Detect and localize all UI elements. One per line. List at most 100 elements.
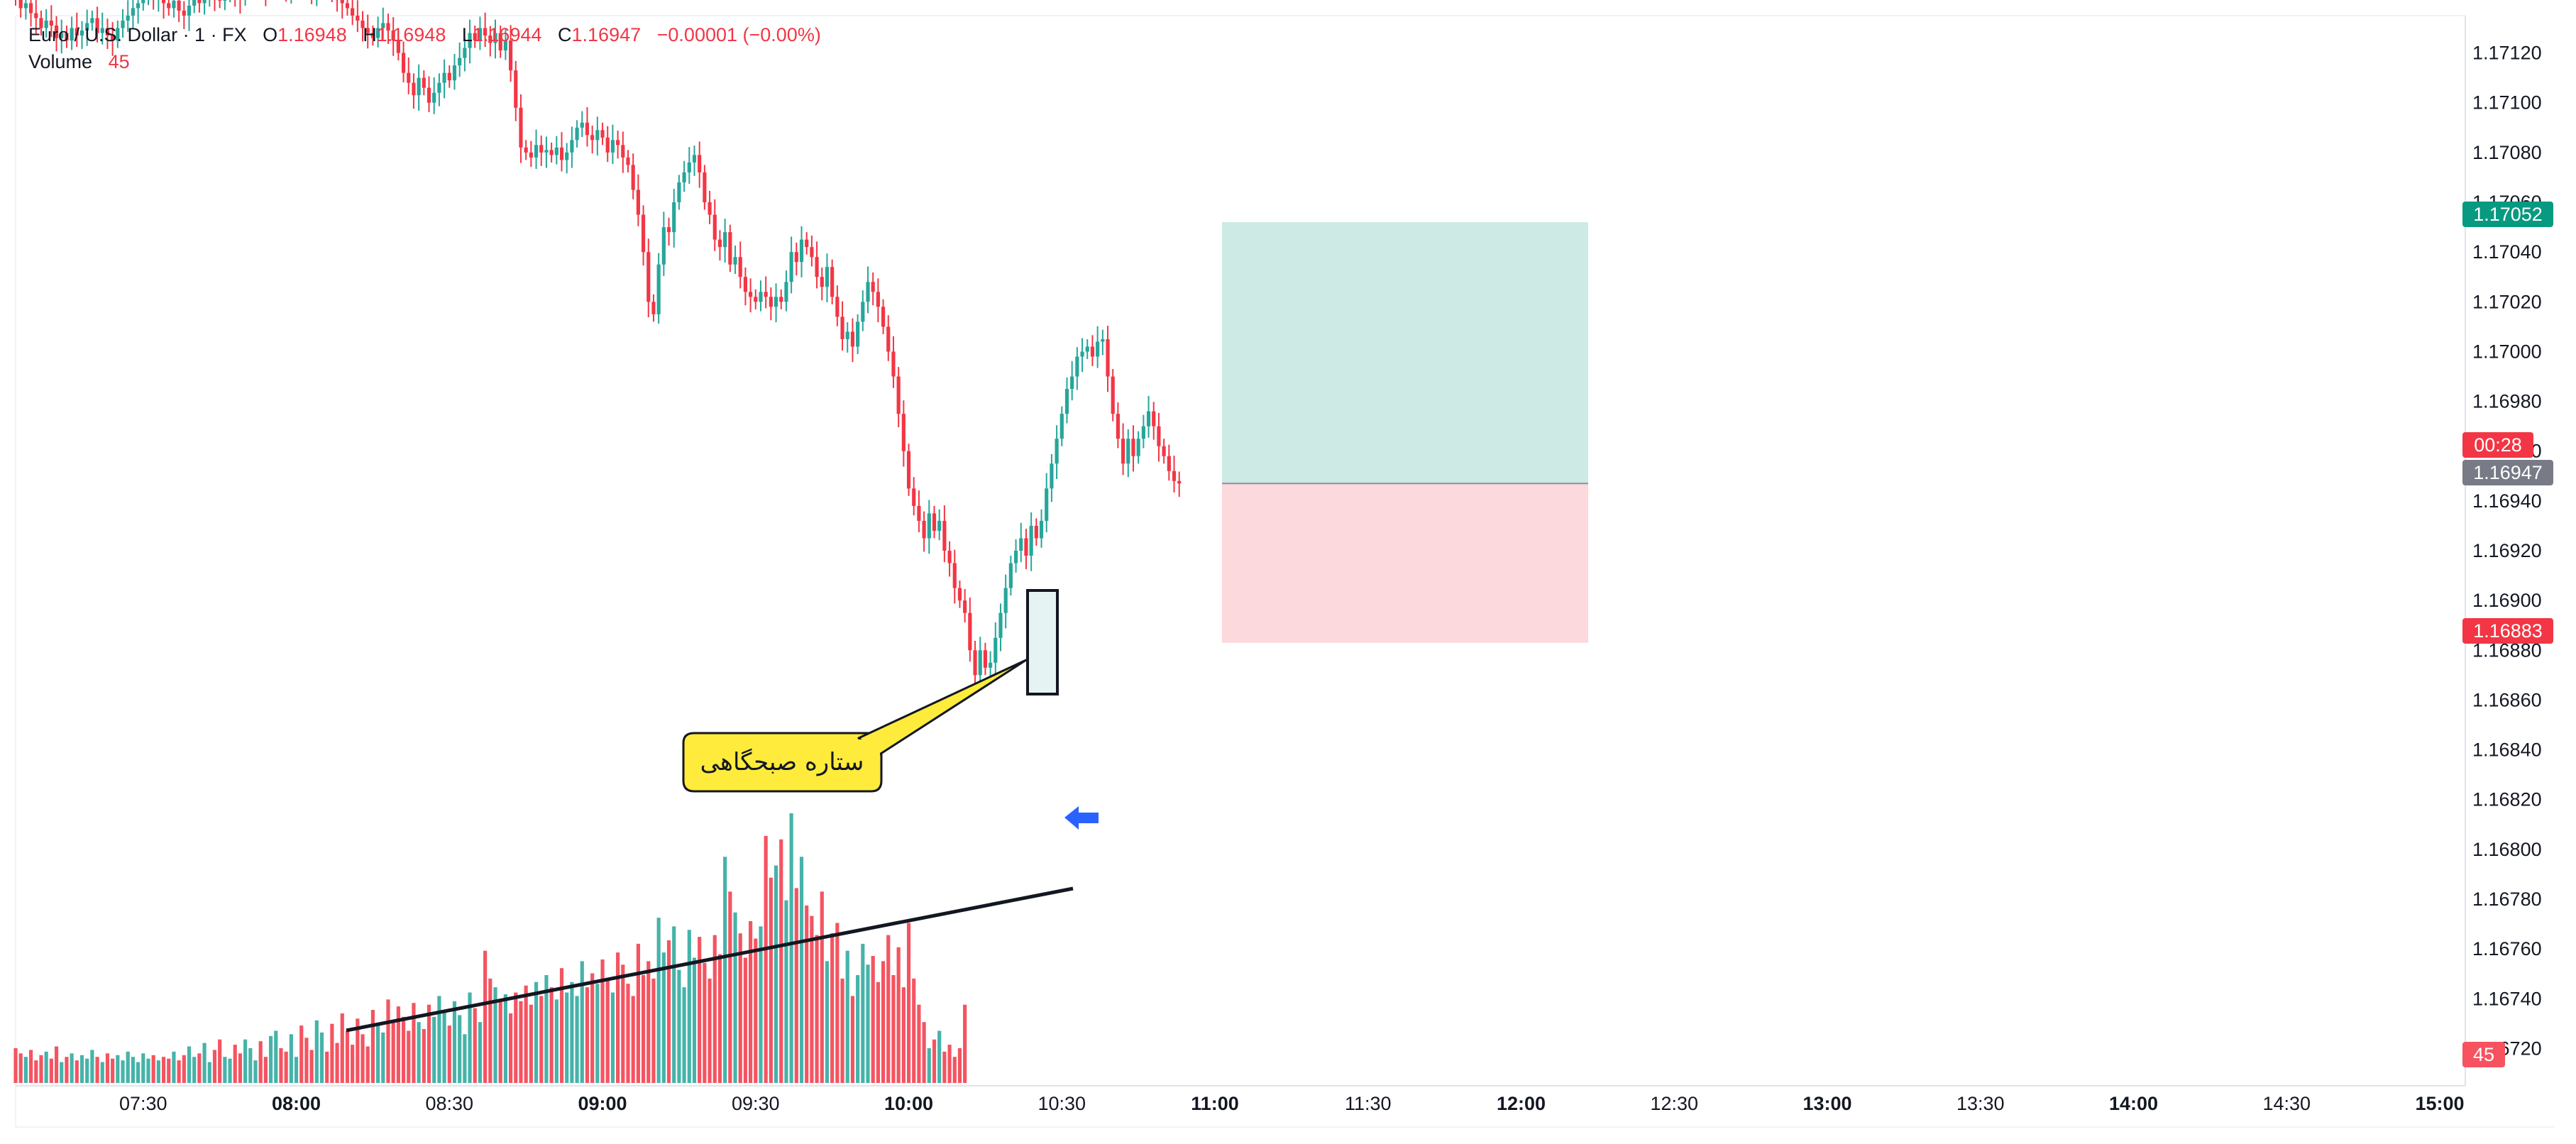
candle <box>626 150 630 172</box>
volume-bar <box>743 957 747 1083</box>
volume-bar <box>360 1034 365 1083</box>
volume-bar <box>580 961 584 1083</box>
volume-bar <box>590 973 595 1083</box>
price-tick-label: 1.17100 <box>2472 92 2542 114</box>
volume-bar <box>116 1055 120 1083</box>
volume-bar <box>559 968 564 1083</box>
candle <box>161 0 166 19</box>
volume-bar <box>167 1058 171 1083</box>
stop-loss-zone[interactable] <box>1222 483 1588 643</box>
ohlc-legend[interactable]: Euro / U.S. Dollar · 1 · FX O1.16948 H1.… <box>28 24 821 46</box>
candle <box>779 289 783 309</box>
candle <box>749 278 753 313</box>
close-value: 1.16947 <box>571 24 642 45</box>
time-tick-label: 09:00 <box>578 1093 627 1114</box>
candle <box>534 129 539 170</box>
volume-bar <box>605 978 610 1083</box>
candle <box>1024 529 1028 569</box>
volume-bar <box>330 1023 334 1083</box>
last-price-badge: 1.16947 <box>2462 460 2553 485</box>
candle <box>927 500 931 554</box>
volume-value: 45 <box>108 51 130 72</box>
volume-bar <box>646 961 651 1083</box>
time-tick-label: 14:00 <box>2109 1093 2158 1114</box>
candle <box>906 444 911 496</box>
candle <box>932 505 937 539</box>
volume-bar <box>263 1057 268 1083</box>
candle <box>912 477 916 516</box>
price-tick-label: 1.17020 <box>2472 291 2542 312</box>
volume-bar <box>554 999 558 1083</box>
volume-bar <box>289 1034 293 1083</box>
volume-bar <box>447 1025 451 1083</box>
volume-bar <box>799 857 804 1083</box>
candle <box>871 272 875 306</box>
blue-arrow-icon[interactable] <box>1064 806 1099 830</box>
volume-bar <box>830 933 835 1083</box>
candle <box>539 136 544 166</box>
price-tick-label: 1.16840 <box>2472 739 2542 761</box>
morning-star-box[interactable] <box>1026 589 1059 695</box>
candle <box>677 175 681 210</box>
candle <box>983 642 988 676</box>
candle <box>544 136 549 168</box>
time-tick-label: 13:00 <box>1803 1093 1852 1114</box>
price-tick-label: 1.16780 <box>2472 889 2542 910</box>
volume-bar <box>942 1051 947 1083</box>
volume-bar <box>319 1032 324 1083</box>
take-profit-zone[interactable] <box>1222 222 1588 484</box>
time-tick-label: 09:30 <box>732 1093 780 1114</box>
volume-bar <box>177 1060 181 1083</box>
volume-bar <box>218 1039 222 1083</box>
volume-bar <box>258 1041 263 1083</box>
volume-bar <box>947 1045 952 1083</box>
volume-bar <box>728 891 732 1083</box>
volume-bar <box>432 1016 436 1083</box>
volume-bar <box>65 1057 69 1083</box>
volume-bar <box>304 1038 309 1083</box>
volume-bar <box>365 1046 370 1083</box>
candle <box>764 276 768 309</box>
volume-bar <box>529 1004 533 1083</box>
candle <box>840 301 844 351</box>
candle <box>631 153 635 199</box>
candle <box>1059 406 1064 446</box>
candle <box>738 241 742 289</box>
candle <box>60 19 64 54</box>
candle <box>754 289 758 309</box>
volume-bar <box>906 923 911 1083</box>
long-position-tool[interactable] <box>1222 222 1588 643</box>
price-axis[interactable]: 1.171201.171001.170801.170601.170401.170… <box>2472 43 2542 1060</box>
candle <box>1131 425 1135 472</box>
candle <box>651 294 656 322</box>
time-tick-label: 11:00 <box>1191 1093 1239 1114</box>
price-tick-label: 1.16860 <box>2472 689 2542 710</box>
candle <box>214 0 216 11</box>
candle <box>370 26 375 46</box>
volume-trend-line[interactable] <box>346 886 1074 1033</box>
volume-bar <box>314 1020 319 1083</box>
candle <box>209 0 211 7</box>
volume-bar <box>651 978 656 1083</box>
volume-legend[interactable]: Volume 45 <box>28 51 130 73</box>
candle <box>891 336 896 388</box>
candle <box>794 242 798 276</box>
volume-bar <box>473 1008 477 1083</box>
candle <box>1126 429 1130 478</box>
volume-bar <box>468 992 472 1083</box>
candle <box>1121 423 1125 475</box>
candle <box>687 147 691 185</box>
symbol-title[interactable]: Euro / U.S. Dollar · 1 · FX <box>28 24 247 45</box>
time-axis[interactable]: 07:30 08:00 08:30 09:00 09:30 10:00 10:30 11:00… <box>119 1093 2465 1114</box>
volume-bar <box>463 1034 467 1083</box>
candle <box>784 270 788 312</box>
volume-bar <box>963 1004 967 1083</box>
candle <box>244 0 246 6</box>
volume-bar <box>156 1060 160 1083</box>
morning-star-callout[interactable]: ستاره صبحگاهی <box>682 659 1028 793</box>
volume-bar <box>820 891 824 1083</box>
volume-bar <box>39 1055 43 1083</box>
price-tick-label: 1.17040 <box>2472 241 2542 263</box>
open-value: 1.16948 <box>277 24 347 45</box>
